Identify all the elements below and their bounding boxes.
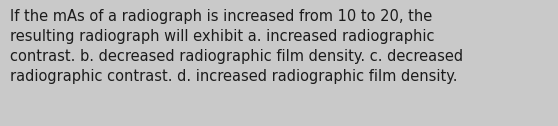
- Text: If the mAs of a radiograph is increased from 10 to 20, the
resulting radiograph : If the mAs of a radiograph is increased …: [10, 9, 463, 84]
